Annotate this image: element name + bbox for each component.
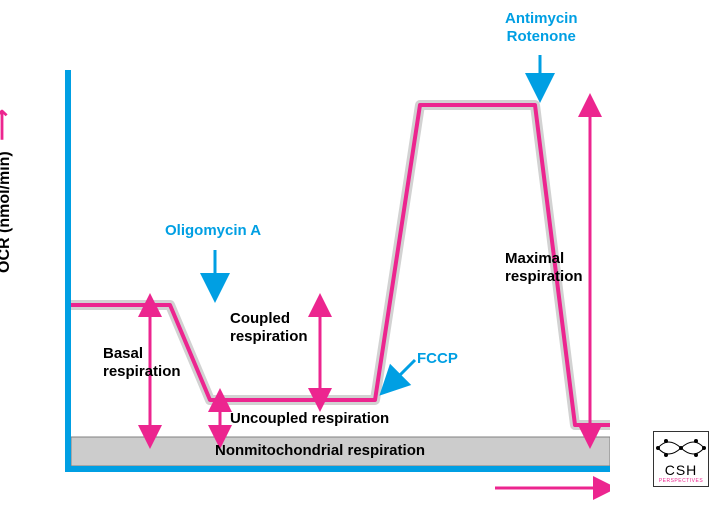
logo-text-2: PERSPECTIVES [659, 478, 703, 484]
y-axis-label: OCR (nmol/min) ⟶ [0, 109, 15, 273]
fccp-arrow [390, 360, 415, 385]
y-axis-arrow: ⟶ [0, 109, 14, 147]
basal-label: Basal respiration [103, 345, 181, 381]
uncoupled-label: Uncoupled respiration [230, 410, 389, 428]
csh-logo: CSH PERSPECTIVES [653, 431, 709, 487]
fccp-label: FCCP [417, 350, 458, 368]
maximal-label: Maximal respiration [505, 250, 583, 286]
logo-text-1: CSH [665, 462, 698, 478]
y-label-text: OCR (nmol/min) [0, 151, 13, 273]
nonmito-label: Nonmitochondrial respiration [215, 442, 425, 460]
coupled-label: Coupled respiration [230, 310, 308, 346]
antimycin-label: Antimycin Rotenone [505, 10, 578, 46]
helix-icon [656, 434, 706, 462]
oligomycin-label: Oligomycin A [165, 222, 261, 240]
chart-container: OCR (nmol/min) ⟶ [10, 10, 620, 510]
plot-area: Oligomycin A Antimycin Rotenone FCCP Bas… [65, 10, 610, 500]
